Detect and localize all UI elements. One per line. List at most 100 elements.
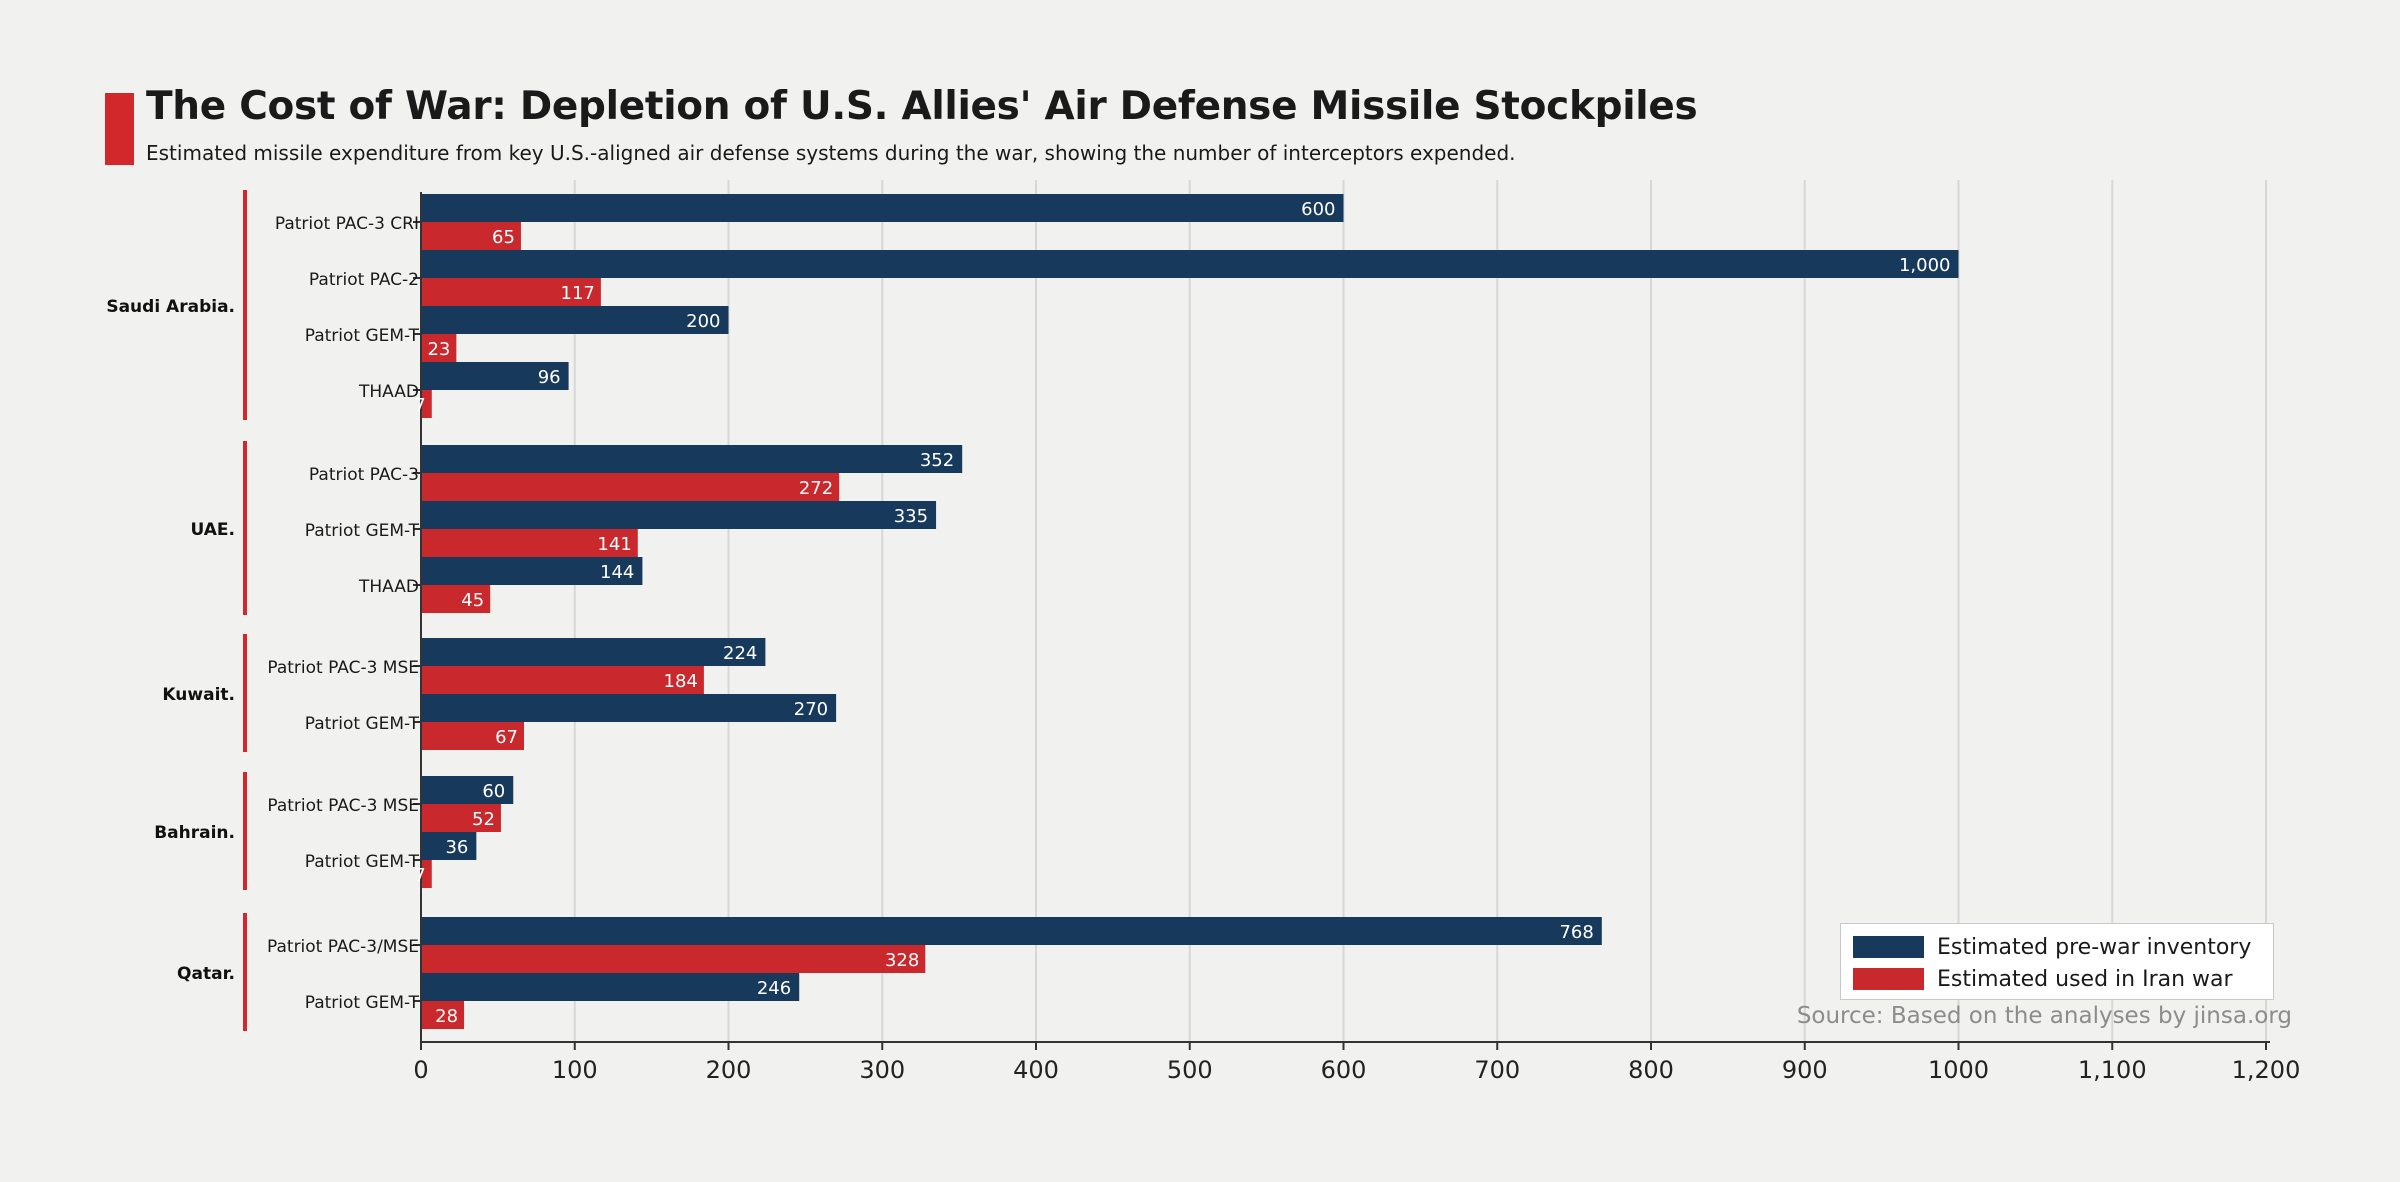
x-tick-label: 700 — [1474, 1056, 1520, 1084]
value-label-used: 141 — [597, 534, 631, 555]
bar-prewar — [421, 501, 937, 529]
country-label: Qatar. — [177, 964, 235, 984]
labels-layer: 0 100 200 300 400 500 600 700 800 900 1000 1,100 1,2… — [106, 199, 2300, 1084]
bar-used — [421, 390, 432, 418]
legend-swatch-used — [1853, 968, 1924, 990]
bar-prewar — [421, 776, 514, 804]
value-label-used: 7 — [414, 395, 425, 416]
value-label-used: 23 — [427, 339, 450, 360]
value-label-prewar: 600 — [1301, 199, 1335, 220]
country-label: Kuwait. — [162, 685, 235, 705]
system-label: Patriot GEM-T — [305, 852, 420, 872]
bar-prewar — [421, 445, 963, 473]
bar-used — [421, 278, 601, 306]
bar-used — [421, 860, 432, 888]
x-tick-label: 100 — [552, 1056, 598, 1084]
value-label-used: 117 — [561, 283, 595, 304]
legend-label-prewar: Estimated pre-war inventory — [1937, 934, 2252, 960]
value-label-prewar: 335 — [894, 506, 928, 527]
legend-item-prewar: Estimated pre-war inventory — [1853, 933, 2251, 961]
chart-subtitle: Estimated missile expenditure from key U… — [146, 141, 1516, 165]
value-label-prewar: 224 — [723, 643, 757, 664]
bar-prewar — [421, 917, 1602, 945]
value-label-used: 7 — [414, 865, 425, 886]
system-label: THAAD — [358, 577, 419, 597]
system-label: Patriot PAC-3 CRI — [275, 214, 419, 234]
x-tick-label: 500 — [1167, 1056, 1213, 1084]
grid-layer — [573, 180, 2267, 1042]
bar-prewar — [421, 194, 1344, 222]
bar-prewar — [421, 250, 1959, 278]
x-tick-label: 900 — [1782, 1056, 1828, 1084]
bar-used — [421, 945, 926, 973]
country-label: Saudi Arabia. — [106, 297, 235, 317]
chart-title: The Cost of War: Depletion of U.S. Allie… — [146, 84, 1698, 129]
country-label: Bahrain. — [154, 823, 235, 843]
value-label-prewar: 1,000 — [1899, 255, 1951, 276]
bar-prewar — [421, 973, 800, 1001]
system-label: Patriot PAC-3 MSE — [267, 796, 419, 816]
value-label-used: 52 — [472, 809, 495, 830]
x-tick-label: 1000 — [1928, 1056, 1989, 1084]
x-tick-label: 1,200 — [2232, 1056, 2301, 1084]
bar-prewar — [421, 832, 477, 860]
bar-used — [421, 804, 501, 832]
bar-used — [421, 1001, 465, 1029]
value-label-used: 67 — [495, 727, 518, 748]
system-label: Patriot GEM-T — [305, 326, 420, 346]
system-label: THAAD — [358, 382, 419, 402]
bar-prewar — [421, 306, 729, 334]
bar-prewar — [421, 362, 569, 390]
x-tick-label: 0 — [413, 1056, 428, 1084]
legend: Estimated pre-war inventory Estimated us… — [1840, 923, 2274, 1000]
bar-prewar — [421, 638, 766, 666]
value-label-used: 45 — [461, 590, 484, 611]
value-label-prewar: 246 — [757, 978, 791, 999]
bar-used — [421, 529, 638, 557]
system-label: Patriot PAC-3 MSE — [267, 658, 419, 678]
x-tick-label: 800 — [1628, 1056, 1674, 1084]
value-label-prewar: 144 — [600, 562, 634, 583]
system-label: Patriot GEM-T — [305, 993, 420, 1013]
source-note: Source: Based on the analyses by jinsa.o… — [1796, 1003, 2292, 1029]
legend-item-used: Estimated used in Iran war — [1853, 965, 2233, 993]
value-label-used: 184 — [664, 671, 698, 692]
bar-used — [421, 585, 491, 613]
value-label-prewar: 768 — [1559, 922, 1593, 943]
title-accent-bar — [105, 93, 134, 165]
bar-prewar — [421, 694, 837, 722]
bar-used — [421, 722, 525, 750]
bars-layer — [421, 194, 1959, 1029]
bar-used — [421, 222, 521, 250]
value-label-used: 28 — [435, 1006, 458, 1027]
value-label-prewar: 352 — [920, 450, 954, 471]
system-label: Patriot GEM-T — [305, 714, 420, 734]
bar-used — [421, 666, 704, 694]
value-label-prewar: 200 — [686, 311, 720, 332]
bar-prewar — [421, 557, 643, 585]
bar-used — [421, 473, 840, 501]
x-tick-label: 400 — [1013, 1056, 1059, 1084]
system-label: Patriot PAC-2 — [309, 270, 419, 290]
legend-swatch-prewar — [1853, 936, 1924, 958]
value-label-used: 272 — [799, 478, 833, 499]
value-label-prewar: 36 — [445, 837, 468, 858]
value-label-used: 65 — [492, 227, 515, 248]
x-tick-label: 300 — [859, 1056, 905, 1084]
system-label: Patriot PAC-3/MSE — [267, 937, 419, 957]
axis-layer — [243, 190, 2270, 1050]
value-label-prewar: 60 — [482, 781, 505, 802]
x-tick-label: 600 — [1321, 1056, 1367, 1084]
x-tick-label: 1,100 — [2078, 1056, 2147, 1084]
value-label-used: 328 — [885, 950, 919, 971]
legend-label-used: Estimated used in Iran war — [1937, 966, 2233, 992]
bar-used — [421, 334, 457, 362]
x-tick-label: 200 — [706, 1056, 752, 1084]
value-label-prewar: 96 — [538, 367, 561, 388]
value-label-prewar: 270 — [794, 699, 828, 720]
system-label: Patriot PAC-3 — [309, 465, 419, 485]
system-label: Patriot GEM-T — [305, 521, 420, 541]
country-label: UAE. — [190, 520, 235, 540]
